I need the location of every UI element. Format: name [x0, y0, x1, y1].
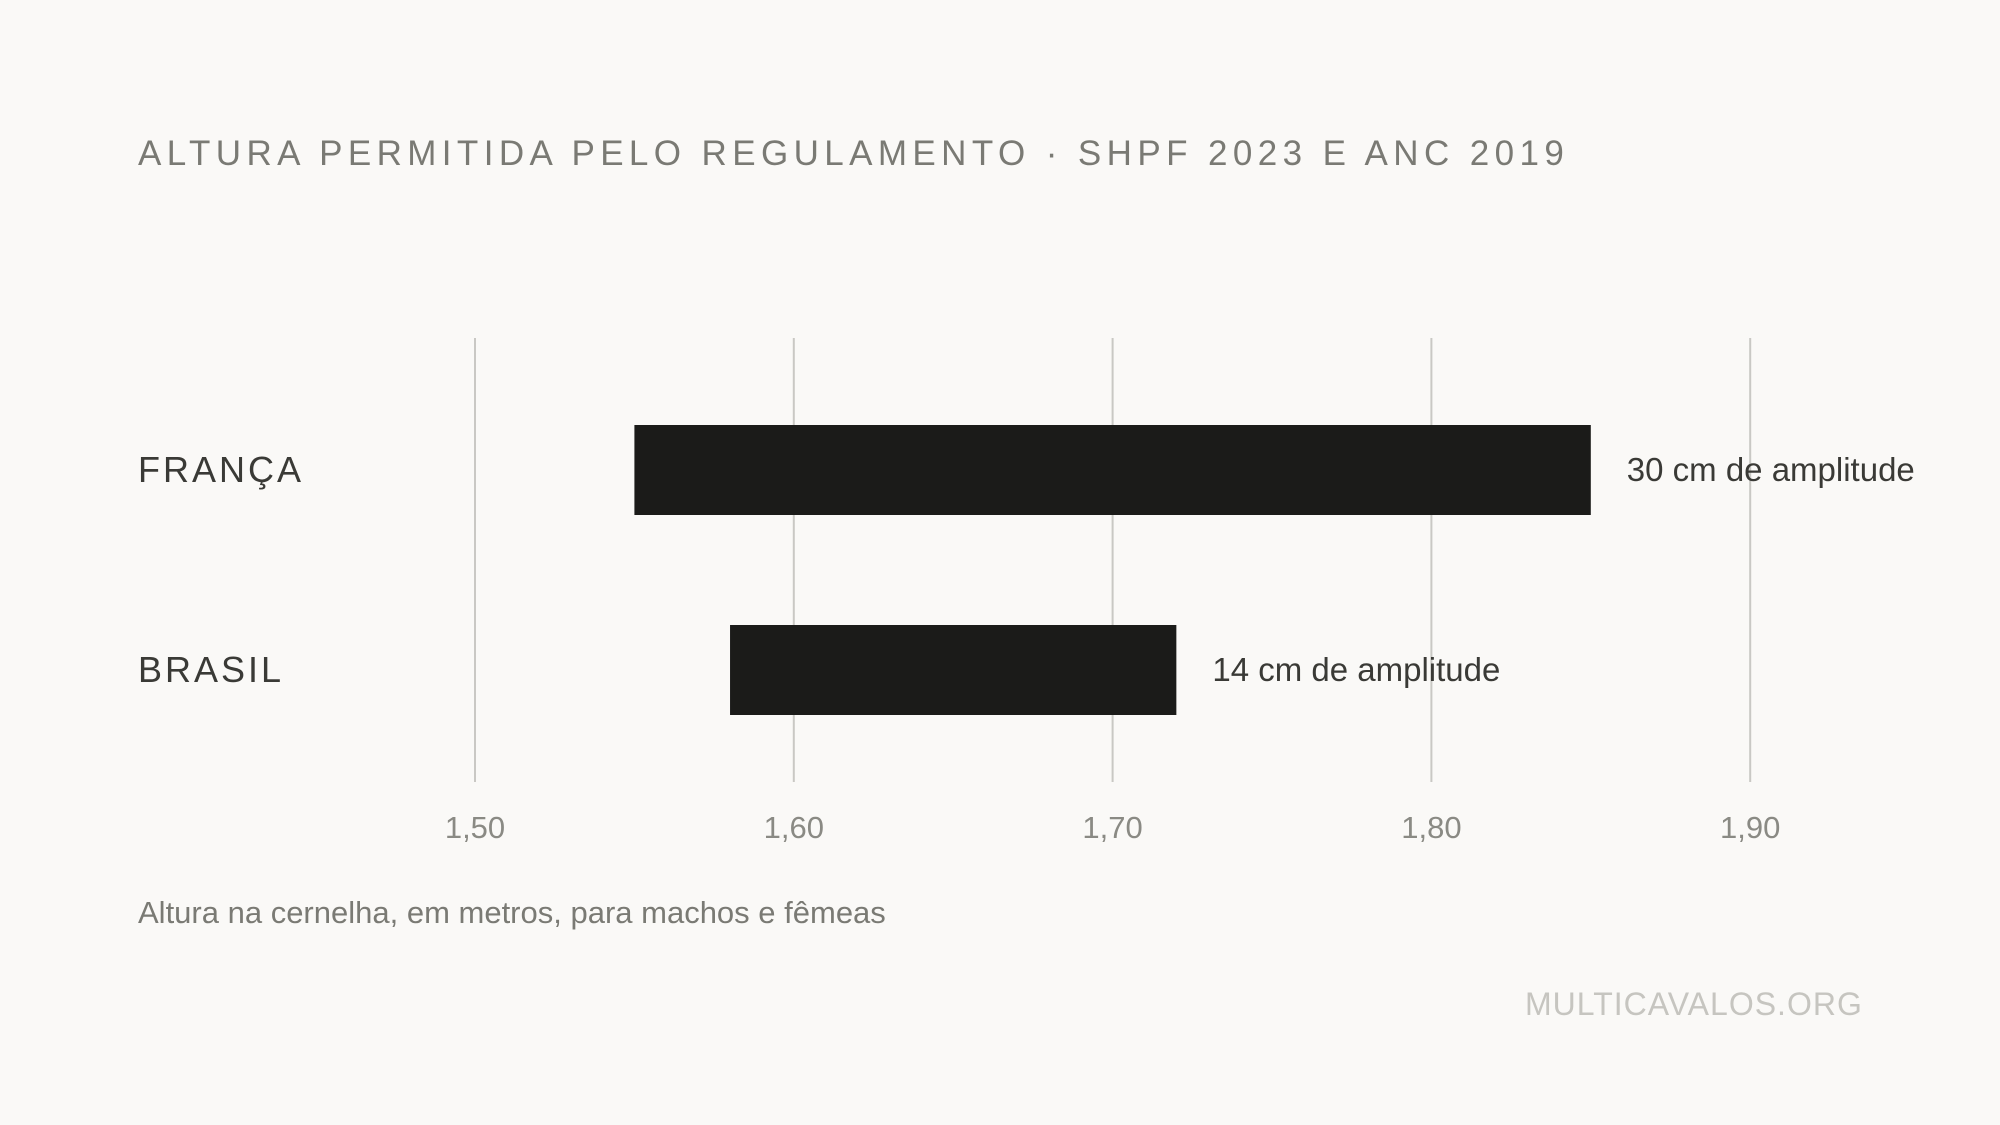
x-tick-label: 1,50 — [444, 810, 506, 845]
x-tick-label: 1,80 — [1401, 810, 1462, 845]
source-credit: MULTICAVALOS.ORG — [1525, 986, 1863, 1022]
bar-annotation: 30 cm de amplitude — [1626, 451, 1915, 488]
bar-annotation: 14 cm de amplitude — [1212, 651, 1501, 688]
range-bar — [730, 625, 1177, 715]
x-tick-label: 1,60 — [763, 810, 824, 845]
category-label: BRASIL — [138, 649, 285, 690]
range-bar — [634, 425, 1591, 515]
x-tick-label: 1,70 — [1082, 810, 1143, 845]
category-label: FRANÇA — [138, 449, 305, 490]
chart-title: ALTURA PERMITIDA PELO REGULAMENTO · SHPF… — [138, 134, 1570, 173]
x-tick-label: 1,90 — [1720, 810, 1781, 845]
x-axis-caption: Altura na cernelha, em metros, para mach… — [138, 895, 886, 930]
